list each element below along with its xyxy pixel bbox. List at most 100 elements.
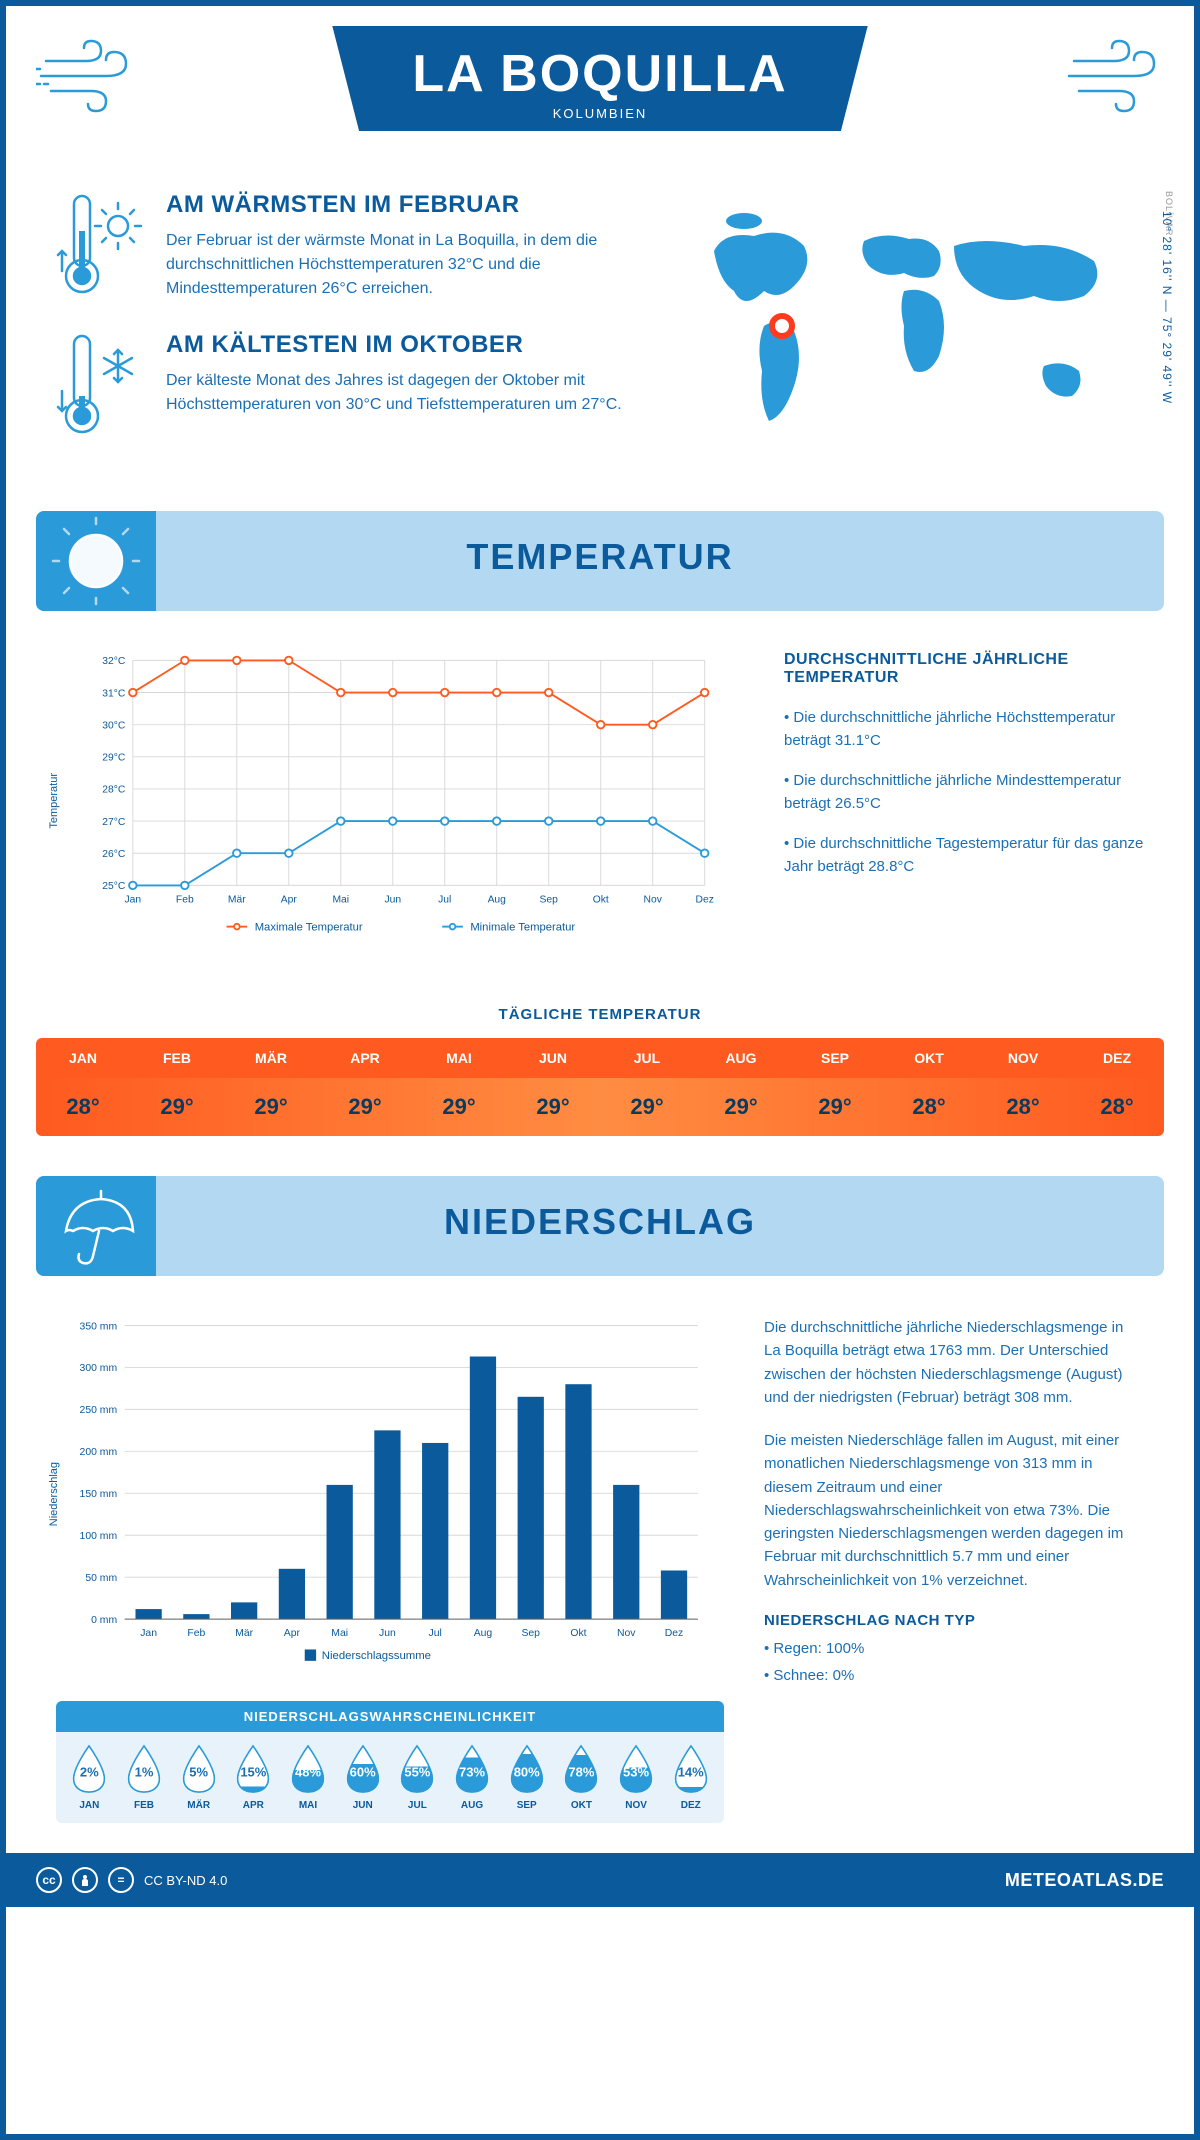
daily-temp-value: 28° (882, 1078, 976, 1136)
warmest-title: AM WÄRMSTEN IM FEBRUAR (166, 191, 634, 219)
info-section: AM WÄRMSTEN IM FEBRUAR Der Februar ist d… (6, 171, 1194, 511)
svg-text:Sep: Sep (540, 894, 559, 905)
precip-drop: 78% OKT (556, 1744, 607, 1811)
svg-text:Sep: Sep (521, 1628, 540, 1639)
precip-drop: 73% AUG (447, 1744, 498, 1811)
coldest-text: Der kälteste Monat des Jahres ist dagege… (166, 369, 634, 417)
precip-type-title: NIEDERSCHLAG NACH TYP (764, 1612, 1144, 1629)
temp-y-label: Temperatur (48, 773, 60, 829)
umbrella-icon (36, 1176, 156, 1276)
svg-text:Mär: Mär (228, 894, 246, 905)
thermometer-hot-icon (56, 191, 146, 301)
precip-type2: • Schnee: 0% (764, 1664, 1144, 1687)
daily-temp-month: JUN (506, 1038, 600, 1078)
svg-text:100 mm: 100 mm (80, 1531, 118, 1542)
precip-drop: 5% MÄR (173, 1744, 224, 1811)
svg-text:Nov: Nov (644, 894, 663, 905)
svg-text:Apr: Apr (281, 894, 298, 905)
svg-text:Feb: Feb (176, 894, 194, 905)
svg-text:50 mm: 50 mm (85, 1573, 117, 1584)
precip-drop: 60% JUN (337, 1744, 388, 1811)
svg-text:31°C: 31°C (102, 688, 126, 699)
daily-temp-month: APR (318, 1038, 412, 1078)
world-map-icon (664, 191, 1144, 451)
svg-text:Maximale Temperatur: Maximale Temperatur (255, 921, 363, 933)
daily-temp-month: MAI (412, 1038, 506, 1078)
precip-drop: 1% FEB (119, 1744, 170, 1811)
temp-desc-title: DURCHSCHNITTLICHE JÄHRLICHE TEMPERATUR (784, 651, 1144, 687)
daily-temp-value: 29° (130, 1078, 224, 1136)
precipitation-description: Die durchschnittliche jährliche Niedersc… (764, 1316, 1144, 1823)
svg-text:Aug: Aug (488, 894, 507, 905)
precip-drop: 80% SEP (501, 1744, 552, 1811)
svg-text:Jun: Jun (379, 1628, 396, 1639)
precip-drop: 53% NOV (611, 1744, 662, 1811)
title-banner: LA BOQUILLA KOLUMBIEN (332, 26, 867, 131)
daily-temp-month: JUL (600, 1038, 694, 1078)
svg-text:0 mm: 0 mm (91, 1615, 117, 1626)
svg-text:Mär: Mär (235, 1628, 253, 1639)
temperature-chart: Temperatur 25°C26°C27°C28°C29°C30°C31°C3… (56, 651, 744, 956)
daily-temp-value: 29° (694, 1078, 788, 1136)
precip-y-label: Niederschlag (48, 1462, 60, 1526)
daily-temp-month: SEP (788, 1038, 882, 1078)
precip-type1: • Regen: 100% (764, 1637, 1144, 1660)
daily-temp-month: OKT (882, 1038, 976, 1078)
thermometer-cold-icon (56, 331, 146, 441)
svg-text:29°C: 29°C (102, 753, 126, 764)
precipitation-chart: Niederschlag 0 mm50 mm100 mm150 mm200 mm… (56, 1316, 724, 1681)
site-name: METEOATLAS.DE (1005, 1870, 1164, 1891)
svg-text:26°C: 26°C (102, 849, 126, 860)
svg-text:Okt: Okt (570, 1628, 586, 1639)
warmest-block: AM WÄRMSTEN IM FEBRUAR Der Februar ist d… (56, 191, 634, 301)
by-icon (72, 1867, 98, 1893)
temperature-title: TEMPERATUR (66, 536, 1134, 578)
daily-temp-month: MÄR (224, 1038, 318, 1078)
svg-text:Niederschlagssumme: Niederschlagssumme (322, 1650, 431, 1662)
temp-desc-p1: • Die durchschnittliche jährliche Höchst… (784, 707, 1144, 752)
svg-text:150 mm: 150 mm (80, 1489, 118, 1500)
svg-text:300 mm: 300 mm (80, 1363, 118, 1374)
svg-text:Minimale Temperatur: Minimale Temperatur (470, 921, 575, 933)
precip-drop: 55% JUL (392, 1744, 443, 1811)
svg-text:Feb: Feb (187, 1628, 205, 1639)
precip-prob-title: NIEDERSCHLAGSWAHRSCHEINLICHKEIT (56, 1701, 724, 1732)
daily-temp-value: 29° (224, 1078, 318, 1136)
daily-temp-value: 28° (976, 1078, 1070, 1136)
cc-icon: cc (36, 1867, 62, 1893)
precip-desc-p2: Die meisten Niederschläge fallen im Augu… (764, 1429, 1144, 1592)
daily-temp-value: 29° (412, 1078, 506, 1136)
coordinates: 10° 28' 16'' N — 75° 29' 49'' W (1160, 211, 1174, 404)
svg-text:Okt: Okt (593, 894, 609, 905)
svg-text:Dez: Dez (665, 1628, 684, 1639)
svg-text:27°C: 27°C (102, 817, 126, 828)
daily-temp-value: 29° (788, 1078, 882, 1136)
warmest-text: Der Februar ist der wärmste Monat in La … (166, 229, 634, 301)
temp-desc-p2: • Die durchschnittliche jährliche Mindes… (784, 770, 1144, 815)
daily-temp-value: 28° (1070, 1078, 1164, 1136)
svg-text:Mai: Mai (331, 1628, 348, 1639)
daily-temp-month: AUG (694, 1038, 788, 1078)
svg-text:350 mm: 350 mm (80, 1321, 118, 1332)
precip-drop: 2% JAN (64, 1744, 115, 1811)
page-subtitle: KOLUMBIEN (412, 106, 787, 121)
precip-drop: 48% MAI (283, 1744, 334, 1811)
svg-text:25°C: 25°C (102, 881, 126, 892)
coldest-title: AM KÄLTESTEN IM OKTOBER (166, 331, 634, 359)
svg-text:Apr: Apr (284, 1628, 301, 1639)
page-title: LA BOQUILLA (412, 44, 787, 104)
temperature-banner: TEMPERATUR (36, 511, 1164, 611)
svg-text:Jun: Jun (384, 894, 401, 905)
coldest-block: AM KÄLTESTEN IM OKTOBER Der kälteste Mon… (56, 331, 634, 441)
wind-icon (36, 36, 136, 116)
temp-desc-p3: • Die durchschnittliche Tagestemperatur … (784, 833, 1144, 878)
svg-text:Jan: Jan (140, 1628, 157, 1639)
precip-desc-p1: Die durchschnittliche jährliche Niedersc… (764, 1316, 1144, 1409)
svg-text:200 mm: 200 mm (80, 1447, 118, 1458)
daily-temp-value: 29° (600, 1078, 694, 1136)
temperature-description: DURCHSCHNITTLICHE JÄHRLICHE TEMPERATUR •… (784, 651, 1144, 956)
daily-temp-value: 29° (506, 1078, 600, 1136)
sun-icon (36, 511, 156, 611)
precip-drop: 15% APR (228, 1744, 279, 1811)
daily-temp-value: 28° (36, 1078, 130, 1136)
